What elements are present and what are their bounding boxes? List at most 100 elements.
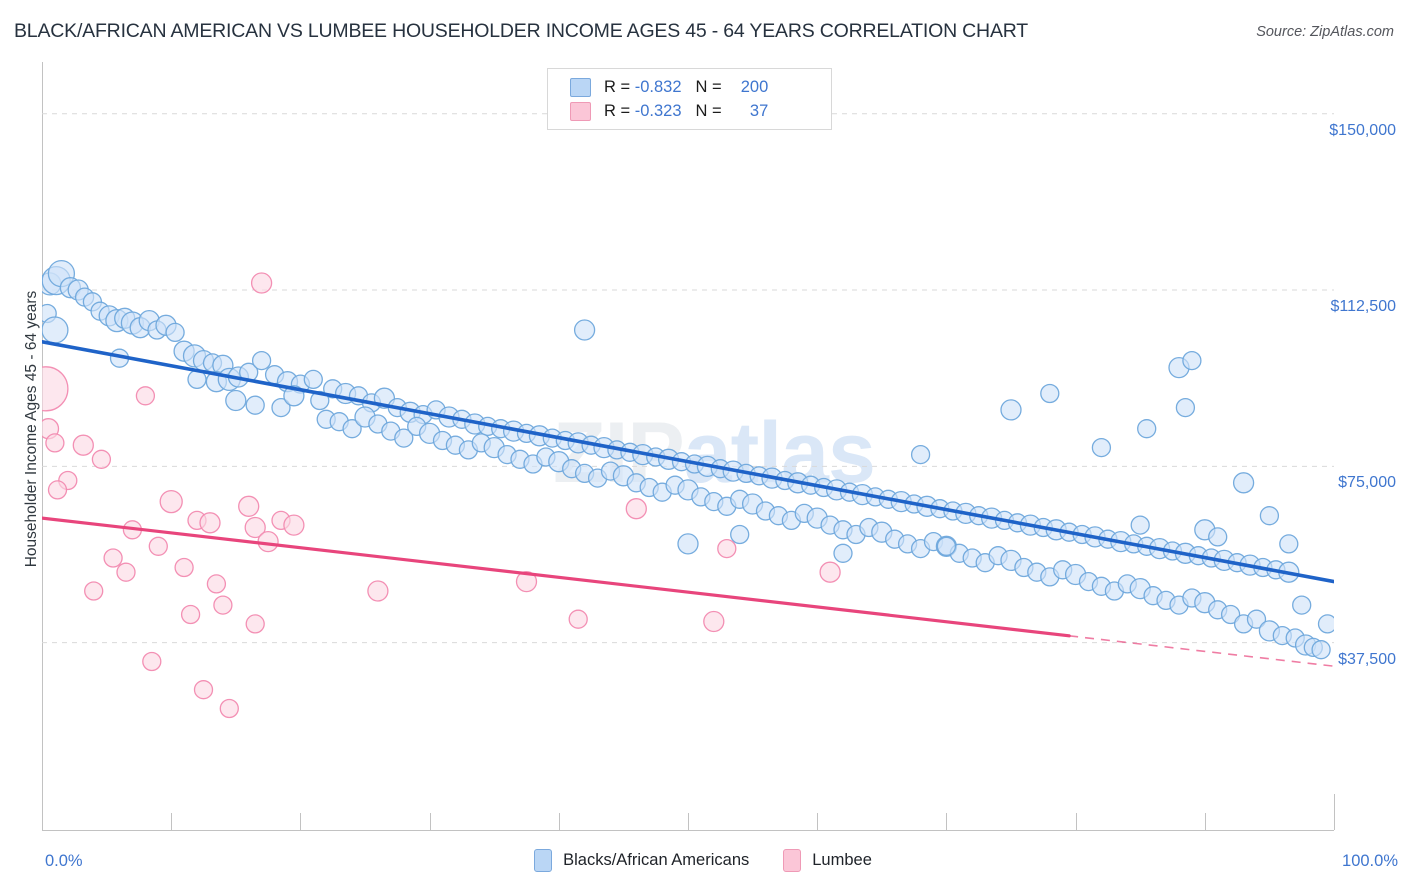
data-point — [219, 698, 239, 719]
r-value-pink: -0.323 — [634, 101, 682, 120]
data-point — [568, 609, 588, 629]
data-point — [1311, 640, 1331, 660]
data-point — [206, 574, 227, 594]
series-swatch-blue-icon — [570, 77, 591, 97]
data-point — [45, 433, 65, 453]
series-swatch-pink-icon — [570, 101, 591, 121]
data-point — [165, 322, 185, 343]
data-point — [936, 536, 957, 556]
data-point — [1292, 595, 1312, 615]
correlation-stats-legend: R = -0.832 N = 200 R = -0.323 N = 37 — [547, 68, 832, 130]
page-title: BLACK/AFRICAN AMERICAN VS LUMBEE HOUSEHO… — [14, 20, 1028, 42]
x-axis-tick — [1075, 813, 1077, 830]
data-point — [573, 319, 596, 341]
y-axis-line — [42, 62, 43, 830]
data-point — [1208, 527, 1228, 547]
x-axis-tick — [558, 813, 560, 830]
data-point — [367, 580, 389, 602]
data-point — [42, 316, 69, 344]
data-point — [625, 498, 647, 520]
data-point — [159, 489, 183, 514]
data-point — [148, 536, 168, 556]
data-point — [394, 428, 414, 448]
data-point — [91, 449, 112, 469]
legend-swatch-blue-icon — [534, 849, 553, 872]
data-point — [1220, 604, 1241, 625]
data-point — [180, 604, 201, 625]
y-axis-tick-label: $150,000 — [1329, 121, 1396, 139]
data-point — [515, 570, 538, 593]
y-axis-tick-label: $112,500 — [1330, 298, 1396, 316]
plot-svg — [42, 113, 1334, 719]
data-point — [174, 557, 194, 578]
data-point — [103, 548, 123, 568]
data-point — [677, 533, 699, 555]
n-label-pink: N = — [695, 101, 727, 120]
data-point — [199, 512, 221, 534]
data-point — [1091, 437, 1112, 458]
data-point — [250, 272, 273, 294]
data-point — [1137, 419, 1157, 439]
data-point — [1130, 515, 1150, 535]
legend-item-blacks-african-americans[interactable]: Blacks/African Americans — [534, 849, 749, 872]
trendline-dashed-extension — [1069, 635, 1334, 667]
x-axis-tick — [1204, 813, 1206, 830]
legend-label-blue: Blacks/African Americans — [563, 851, 750, 869]
y-axis-title: Householder Income Ages 45 - 64 years — [23, 290, 40, 568]
x-axis-min-label: 0.0% — [45, 852, 83, 870]
data-point — [1040, 383, 1060, 404]
r-value-blue: -0.832 — [634, 77, 682, 96]
data-point — [142, 651, 162, 672]
data-point — [303, 369, 323, 390]
x-axis-tick — [688, 813, 689, 830]
n-value-blue: 200 — [740, 77, 769, 96]
data-point — [42, 366, 69, 412]
data-point — [1317, 614, 1334, 634]
scatter-plot-area — [42, 62, 1334, 819]
data-point — [1000, 399, 1022, 421]
data-point — [271, 397, 291, 418]
data-point — [342, 419, 362, 439]
data-point — [283, 514, 305, 536]
trendline-solid — [42, 516, 1071, 638]
data-point — [1232, 472, 1255, 494]
data-point — [193, 680, 214, 700]
data-point — [244, 516, 266, 539]
data-point — [910, 444, 931, 465]
x-axis-tick — [1334, 794, 1335, 830]
x-axis-tick — [300, 813, 302, 830]
data-point — [238, 495, 260, 517]
data-point — [72, 434, 94, 456]
series-points-blacks-african-americans — [42, 259, 1334, 660]
data-point — [717, 538, 737, 559]
x-axis-max-label: 100.0% — [1342, 852, 1398, 870]
data-point — [1182, 350, 1202, 371]
data-point — [84, 581, 104, 601]
y-axis-tick-label: $37,500 — [1338, 650, 1396, 668]
data-point — [819, 561, 841, 583]
legend-swatch-pink-icon — [783, 849, 802, 872]
data-point — [245, 395, 265, 415]
stats-row-pink: R = -0.323 N = 37 — [548, 99, 831, 123]
x-axis-tick — [42, 794, 43, 830]
data-point — [225, 389, 247, 412]
data-point — [47, 480, 68, 500]
stats-blue-text: R = -0.832 N = 200 — [604, 78, 768, 97]
data-point — [245, 614, 265, 634]
n-value-pink: 37 — [749, 101, 769, 120]
x-axis-tick — [429, 813, 431, 830]
data-point — [833, 543, 853, 563]
legend-item-lumbee[interactable]: Lumbee — [783, 849, 872, 872]
y-axis-tick-label: $75,000 — [1338, 474, 1396, 492]
data-point — [1279, 534, 1299, 554]
series-points-lumbee — [42, 272, 841, 719]
r-label-blue: R = — [604, 77, 635, 96]
stats-row-blue: R = -0.832 N = 200 — [548, 75, 831, 99]
data-point — [1246, 609, 1267, 629]
data-point — [1175, 397, 1196, 418]
data-point — [703, 610, 725, 633]
data-point — [116, 562, 136, 582]
series-legend: Blacks/African Americans Lumbee — [0, 849, 1406, 872]
data-point — [730, 524, 750, 545]
